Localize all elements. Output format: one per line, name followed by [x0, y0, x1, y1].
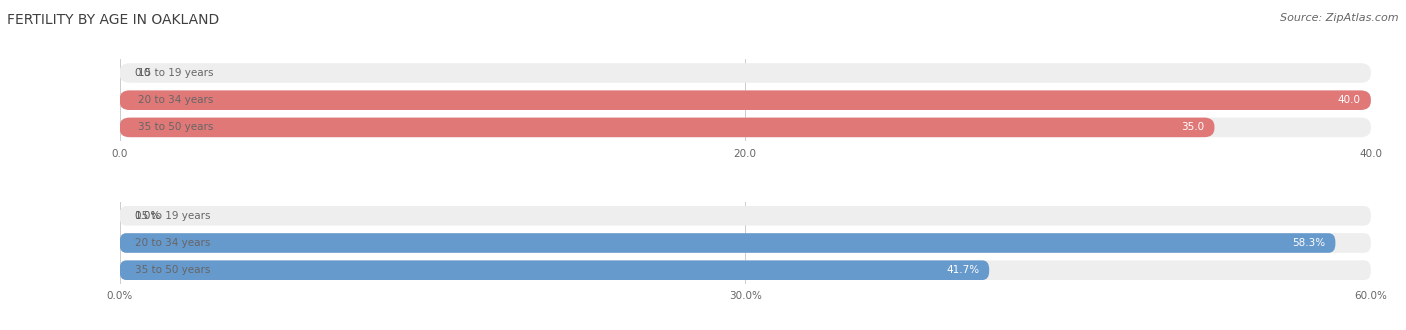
Text: 35 to 50 years: 35 to 50 years: [135, 265, 211, 275]
Text: FERTILITY BY AGE IN OAKLAND: FERTILITY BY AGE IN OAKLAND: [7, 13, 219, 27]
Text: 20 to 34 years: 20 to 34 years: [138, 95, 212, 105]
Text: 0.0%: 0.0%: [135, 211, 160, 221]
Text: 35.0: 35.0: [1181, 122, 1205, 132]
Text: 20 to 34 years: 20 to 34 years: [135, 238, 211, 248]
FancyBboxPatch shape: [120, 63, 1371, 83]
Text: 15 to 19 years: 15 to 19 years: [135, 211, 211, 221]
FancyBboxPatch shape: [120, 233, 1371, 253]
FancyBboxPatch shape: [120, 90, 1371, 110]
FancyBboxPatch shape: [120, 233, 1336, 253]
FancyBboxPatch shape: [120, 206, 1371, 226]
Text: 58.3%: 58.3%: [1292, 238, 1326, 248]
Text: Source: ZipAtlas.com: Source: ZipAtlas.com: [1281, 13, 1399, 23]
FancyBboxPatch shape: [120, 117, 1371, 137]
FancyBboxPatch shape: [120, 90, 1371, 110]
Text: 15 to 19 years: 15 to 19 years: [138, 68, 214, 78]
FancyBboxPatch shape: [120, 260, 990, 280]
FancyBboxPatch shape: [120, 260, 1371, 280]
Text: 40.0: 40.0: [1339, 95, 1361, 105]
Text: 35 to 50 years: 35 to 50 years: [138, 122, 212, 132]
FancyBboxPatch shape: [120, 117, 1215, 137]
Text: 41.7%: 41.7%: [946, 265, 979, 275]
Text: 0.0: 0.0: [135, 68, 150, 78]
